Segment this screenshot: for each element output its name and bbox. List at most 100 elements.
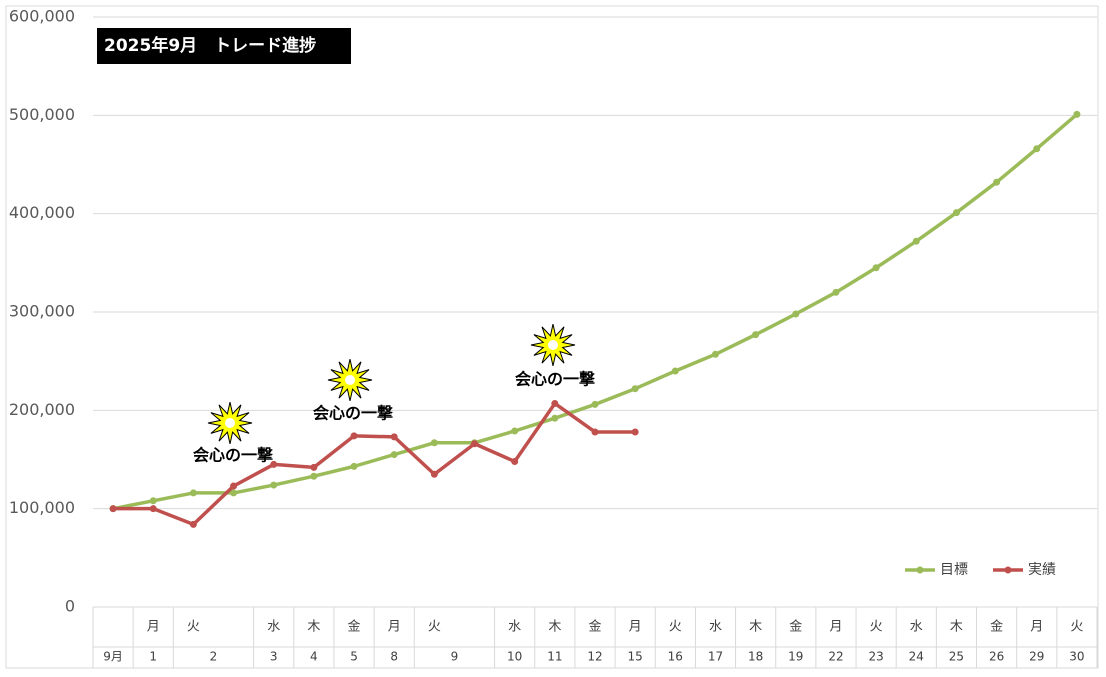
legend-marker bbox=[916, 566, 924, 574]
x-tick-label: 月 bbox=[147, 620, 160, 635]
data-point bbox=[149, 505, 157, 513]
x-tick-label: 月 bbox=[388, 620, 401, 635]
data-point bbox=[149, 497, 157, 505]
data-point bbox=[230, 489, 238, 497]
x-tick-label: 18 bbox=[748, 650, 763, 664]
x-tick-label: 30 bbox=[1069, 650, 1084, 664]
x-tick-label: 木 bbox=[950, 620, 963, 635]
x-tick-label: 9 bbox=[451, 650, 459, 664]
y-tick-label: 200,000 bbox=[9, 400, 75, 419]
data-point bbox=[752, 331, 760, 339]
annotation: 会心の一撃 bbox=[193, 446, 273, 465]
annotation: 会心の一撃 bbox=[515, 370, 595, 389]
x-tick-label: 火 bbox=[669, 620, 682, 635]
legend-label: 実績 bbox=[1028, 562, 1056, 578]
series-line bbox=[113, 401, 636, 527]
x-tick-label: 月 bbox=[1030, 620, 1043, 635]
x-tick-label: 16 bbox=[668, 650, 683, 664]
y-tick-label: 100,000 bbox=[9, 498, 75, 517]
data-point bbox=[591, 428, 599, 436]
x-tick-label: 11 bbox=[547, 650, 562, 664]
data-point bbox=[631, 385, 639, 393]
legend-marker bbox=[1004, 566, 1012, 574]
data-point bbox=[189, 520, 197, 528]
x-tick-label: 月 bbox=[829, 620, 842, 635]
y-tick-label: 500,000 bbox=[9, 105, 75, 124]
y-tick-label: 600,000 bbox=[9, 7, 75, 26]
data-point bbox=[551, 414, 559, 422]
data-point bbox=[832, 288, 840, 296]
data-point bbox=[390, 433, 398, 441]
y-tick-label: 0 bbox=[65, 597, 75, 616]
data-point bbox=[270, 481, 278, 489]
data-point bbox=[109, 505, 117, 513]
x-tick-label: 25 bbox=[949, 650, 964, 664]
x-tick-label: 水 bbox=[910, 620, 923, 635]
x-tick-label: 24 bbox=[909, 650, 924, 664]
x-tick-label: 月 bbox=[629, 620, 642, 635]
x-tick-label: 22 bbox=[828, 650, 843, 664]
data-point bbox=[872, 264, 880, 272]
starburst-center bbox=[225, 418, 235, 428]
x-tick-label: 17 bbox=[708, 650, 723, 664]
annotation: 会心の一撃 bbox=[313, 404, 393, 423]
x-tick-label: 木 bbox=[749, 620, 762, 635]
data-point bbox=[792, 310, 800, 318]
data-point bbox=[511, 457, 519, 465]
y-tick-label: 300,000 bbox=[9, 302, 75, 321]
starburst-center bbox=[345, 375, 355, 385]
x-tick-label: 8 bbox=[390, 650, 398, 664]
data-point bbox=[390, 451, 398, 459]
x-tick-label: 水 bbox=[709, 620, 722, 635]
data-point bbox=[1073, 110, 1081, 118]
x-tick-label: 木 bbox=[548, 620, 561, 635]
data-point bbox=[471, 440, 479, 448]
x-tick-label: 3 bbox=[270, 650, 278, 664]
title-box bbox=[97, 28, 351, 64]
x-tick-label: 金 bbox=[348, 619, 361, 635]
starburst-center bbox=[548, 340, 558, 350]
data-point bbox=[993, 178, 1001, 186]
x-tick-label: 9月 bbox=[103, 650, 123, 664]
data-point bbox=[189, 489, 197, 497]
data-point bbox=[230, 482, 238, 490]
x-tick-label: 19 bbox=[788, 650, 803, 664]
data-point bbox=[350, 432, 358, 440]
chart-title: 2025年9月 トレード進捗 bbox=[104, 35, 316, 56]
x-tick-label: 火 bbox=[187, 620, 200, 635]
data-point bbox=[310, 463, 318, 471]
x-tick-label: 2 bbox=[210, 650, 218, 664]
x-tick-label: 火 bbox=[870, 620, 883, 635]
data-point bbox=[310, 472, 318, 480]
x-tick-label: 水 bbox=[508, 620, 521, 635]
x-tick-label: 1 bbox=[149, 650, 157, 664]
x-tick-label: 水 bbox=[267, 620, 280, 635]
x-tick-label: 26 bbox=[989, 650, 1004, 664]
x-tick-label: 4 bbox=[310, 650, 318, 664]
x-tick-label: 金 bbox=[588, 619, 601, 635]
data-point bbox=[511, 427, 519, 435]
data-point bbox=[270, 460, 278, 468]
x-tick-label: 火 bbox=[428, 620, 441, 635]
x-tick-label: 23 bbox=[868, 650, 883, 664]
data-point bbox=[711, 350, 719, 358]
x-tick-label: 金 bbox=[789, 619, 802, 635]
data-point bbox=[952, 209, 960, 217]
x-tick-label: 金 bbox=[990, 619, 1003, 635]
data-point bbox=[430, 439, 438, 447]
legend-label: 目標 bbox=[940, 562, 968, 578]
x-tick-label: 火 bbox=[1070, 620, 1083, 635]
x-tick-label: 15 bbox=[628, 650, 643, 664]
data-point bbox=[631, 428, 639, 436]
y-tick-label: 400,000 bbox=[9, 203, 75, 222]
data-point bbox=[912, 237, 920, 245]
data-point bbox=[671, 367, 679, 375]
data-point bbox=[551, 399, 559, 407]
data-point bbox=[350, 462, 358, 470]
data-point bbox=[591, 400, 599, 408]
x-tick-label: 12 bbox=[587, 650, 602, 664]
data-point bbox=[430, 470, 438, 478]
x-tick-label: 29 bbox=[1029, 650, 1044, 664]
x-tick-label: 木 bbox=[307, 620, 320, 635]
